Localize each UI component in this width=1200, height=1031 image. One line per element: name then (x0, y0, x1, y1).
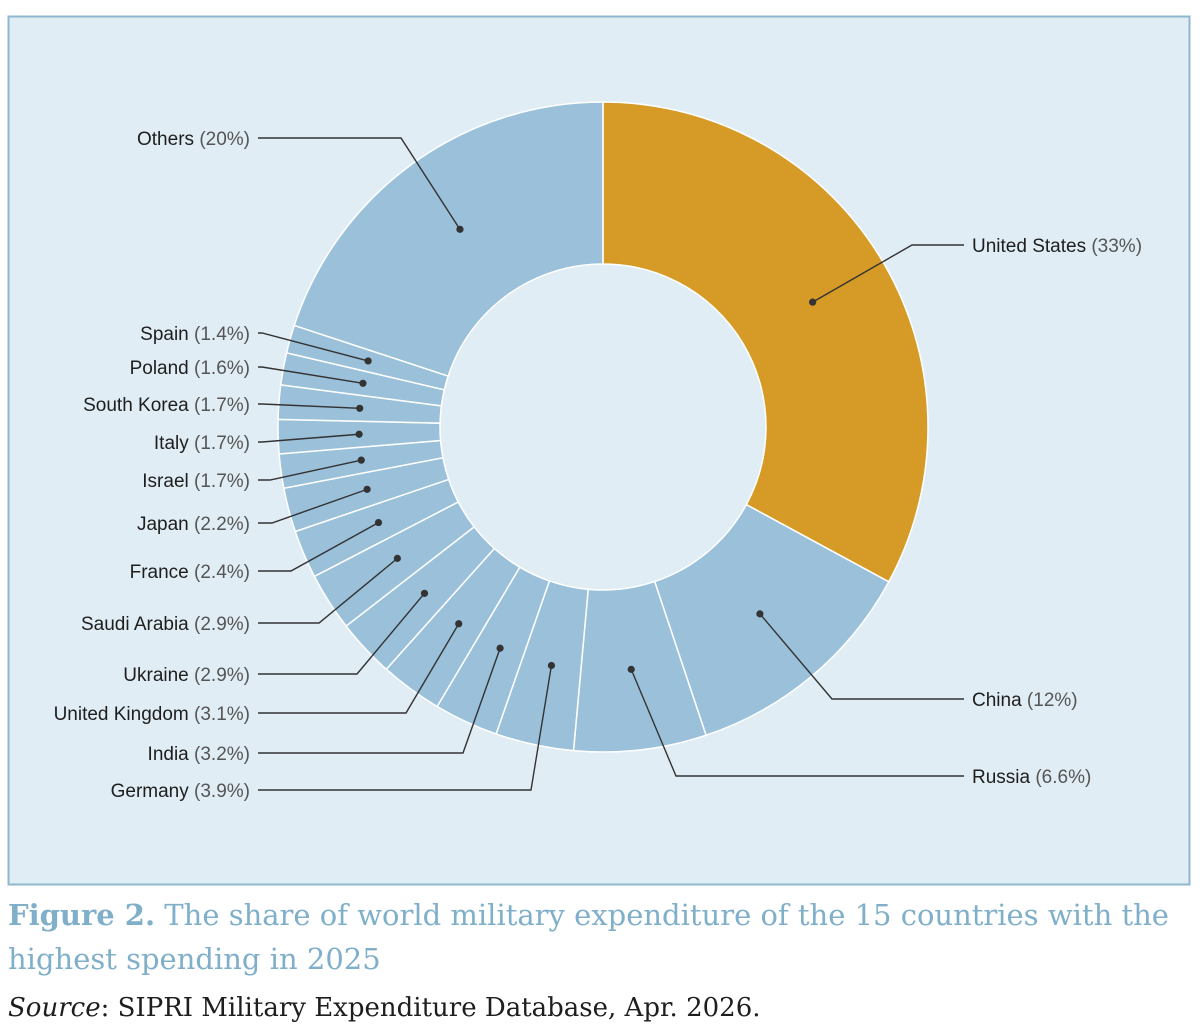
donut-chart: United States (33%) China (12%) Russia (6.… (7, 15, 1191, 886)
leader-line-south-korea (258, 403, 360, 409)
leader-line-spain (258, 332, 369, 362)
leader-line-others (258, 137, 461, 230)
leader-line-germany (258, 665, 553, 791)
label-percent: (1.7%) (194, 433, 250, 454)
caption-label: Figure 2. (8, 898, 156, 932)
label-name: France (130, 562, 194, 583)
source-note: Source: SIPRI Military Expenditure Datab… (8, 988, 1188, 1028)
leader-line-poland (258, 366, 364, 384)
label-percent: (2.2%) (194, 514, 250, 535)
label-japan: Japan (2.2%) (137, 514, 250, 535)
figure-caption: Figure 2. The share of world military ex… (8, 893, 1188, 981)
leader-line-india (258, 648, 501, 754)
label-india: India (3.2%) (148, 744, 250, 765)
leader-line-china (759, 613, 964, 700)
label-germany: Germany (3.9%) (111, 781, 250, 802)
leader-line-france (258, 521, 379, 572)
leader-line-israel (258, 459, 362, 481)
leader-line-united-kingdom (258, 623, 460, 714)
leader-dot-italy (355, 430, 363, 438)
leader-dot-india (496, 644, 504, 652)
label-name: China (972, 690, 1027, 711)
leader-line-united-states (812, 244, 964, 303)
slice-china (653, 503, 890, 737)
leader-dot-russia (627, 665, 635, 673)
leader-dot-japan (363, 485, 371, 493)
caption-text: The share of world military expenditure … (8, 898, 1169, 976)
leader-dot-poland (359, 379, 367, 387)
label-name: Italy (154, 433, 194, 454)
label-name: Others (137, 129, 199, 150)
leader-line-italy (258, 433, 360, 443)
label-china: China (12%) (972, 690, 1078, 711)
label-spain: Spain (1.4%) (140, 324, 250, 345)
source-label: Source (8, 993, 101, 1023)
label-russia: Russia (6.6%) (972, 767, 1091, 788)
label-name: Poland (130, 358, 194, 379)
label-percent: (1.6%) (194, 358, 250, 379)
label-name: Germany (111, 781, 194, 802)
leader-line-russia (630, 669, 964, 777)
label-percent: (1.7%) (194, 395, 250, 416)
label-israel: Israel (1.7%) (142, 471, 250, 492)
leader-dot-china (756, 610, 764, 618)
leader-dot-israel (357, 456, 365, 464)
label-saudi-arabia: Saudi Arabia (2.9%) (81, 614, 250, 635)
label-percent: (1.4%) (194, 324, 250, 345)
label-percent: (2.9%) (194, 665, 250, 686)
label-percent: (12%) (1027, 690, 1078, 711)
label-percent: (20%) (199, 129, 250, 150)
label-percent: (3.1%) (194, 704, 250, 725)
leader-dot-france (374, 518, 383, 527)
label-name: India (148, 744, 194, 765)
leader-dot-united-kingdom (455, 620, 463, 628)
label-name: Israel (142, 471, 194, 492)
label-italy: Italy (1.7%) (154, 433, 250, 454)
leader-dot-germany (547, 661, 556, 670)
label-south-korea: South Korea (1.7%) (83, 395, 250, 416)
leader-line-ukraine (258, 592, 426, 675)
label-name: Saudi Arabia (81, 614, 194, 635)
label-name: United Kingdom (54, 704, 194, 725)
label-poland: Poland (1.6%) (130, 358, 250, 379)
label-united-kingdom: United Kingdom (3.1%) (54, 704, 250, 725)
label-france: France (2.4%) (130, 562, 250, 583)
leader-dot-south-korea (356, 404, 364, 412)
label-percent: (33%) (1091, 236, 1142, 257)
label-ukraine: Ukraine (2.9%) (123, 665, 250, 686)
source-text: : SIPRI Military Expenditure Database, A… (100, 993, 761, 1023)
label-percent: (6.6%) (1035, 767, 1091, 788)
leader-dot-ukraine (420, 589, 429, 597)
label-percent: (1.7%) (194, 471, 250, 492)
leader-dot-others (456, 225, 464, 233)
label-percent: (3.9%) (194, 781, 250, 802)
label-percent: (2.9%) (194, 614, 250, 635)
label-percent: (2.4%) (194, 562, 250, 583)
label-name: Japan (137, 514, 194, 535)
label-name: Ukraine (123, 665, 194, 686)
leader-dot-saudi-arabia (393, 554, 401, 562)
label-name: Russia (972, 767, 1035, 788)
leader-line-japan (258, 488, 368, 524)
labels-group: United States (33%) China (12%) Russia (6.… (54, 129, 1142, 802)
slice-united-states (602, 101, 929, 583)
label-name: South Korea (83, 395, 194, 416)
label-others: Others (20%) (137, 129, 250, 150)
label-name: Spain (140, 324, 194, 345)
slice-others (293, 101, 604, 377)
leader-line-saudi-arabia (258, 557, 398, 624)
leader-dot-united-states (809, 298, 817, 306)
label-percent: (3.2%) (194, 744, 250, 765)
label-united-states: United States (33%) (972, 236, 1142, 257)
leaders-group (258, 137, 964, 791)
label-name: United States (972, 236, 1091, 257)
leader-dot-spain (364, 357, 372, 365)
